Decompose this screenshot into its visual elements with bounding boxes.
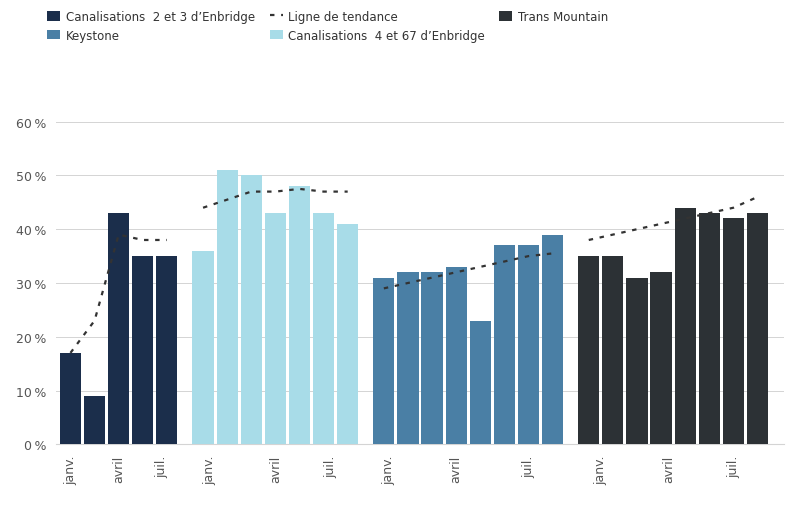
Legend: Canalisations  2 et 3 d’Enbridge, Keystone, Ligne de tendance, Canalisations  4 : Canalisations 2 et 3 d’Enbridge, Keyston…	[47, 11, 609, 42]
Bar	[313, 214, 334, 444]
Bar	[374, 278, 394, 444]
Bar	[337, 224, 358, 444]
Bar	[193, 251, 214, 444]
Bar	[494, 246, 515, 444]
Bar	[132, 257, 154, 444]
Bar	[626, 278, 647, 444]
Bar	[747, 214, 768, 444]
Bar	[470, 321, 491, 444]
Bar	[84, 396, 105, 444]
Bar	[422, 273, 442, 444]
Bar	[217, 171, 238, 444]
Bar	[60, 353, 81, 444]
Bar	[518, 246, 539, 444]
Bar	[650, 273, 672, 444]
Bar	[289, 187, 310, 444]
Bar	[241, 176, 262, 444]
Bar	[602, 257, 623, 444]
Bar	[698, 214, 720, 444]
Bar	[578, 257, 599, 444]
Bar	[398, 273, 418, 444]
Bar	[265, 214, 286, 444]
Bar	[108, 214, 130, 444]
Bar	[674, 208, 696, 444]
Bar	[156, 257, 178, 444]
Bar	[542, 235, 563, 444]
Bar	[446, 267, 466, 444]
Bar	[722, 219, 744, 444]
